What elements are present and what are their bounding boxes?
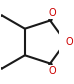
Text: O: O: [49, 66, 56, 76]
Text: O: O: [49, 8, 56, 18]
Text: O: O: [66, 37, 73, 47]
